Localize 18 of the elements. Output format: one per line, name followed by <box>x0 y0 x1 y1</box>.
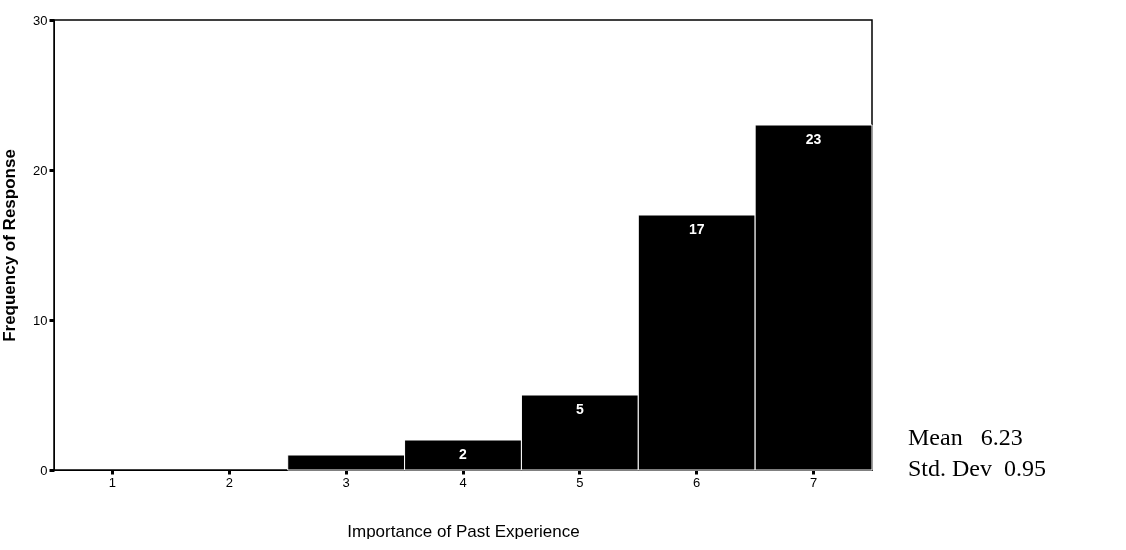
x-tick-label: 2 <box>225 474 233 490</box>
data-label: 5 <box>575 401 584 417</box>
x-tick-label: 6 <box>693 474 701 490</box>
y-axis-title: Frequency of Response <box>0 149 20 342</box>
y-tick-label: 20 <box>33 162 48 178</box>
x-tick-label: 3 <box>342 474 350 490</box>
y-tick-label: 30 <box>33 12 48 28</box>
text: Mean 6.23 <box>908 423 1024 452</box>
data-label: 23 <box>805 131 822 147</box>
y-tick-label: 0 <box>40 462 48 478</box>
data-label: 17 <box>688 221 705 237</box>
data-label: 2 <box>459 446 468 462</box>
text: Std. Dev 0.95 <box>908 454 1046 483</box>
x-tick-label: 5 <box>576 474 584 490</box>
x-tick-label: 1 <box>108 474 117 490</box>
x-tick-label: 7 <box>809 474 818 490</box>
x-tick-label: 4 <box>459 474 467 490</box>
y-tick-label: 10 <box>33 312 48 328</box>
